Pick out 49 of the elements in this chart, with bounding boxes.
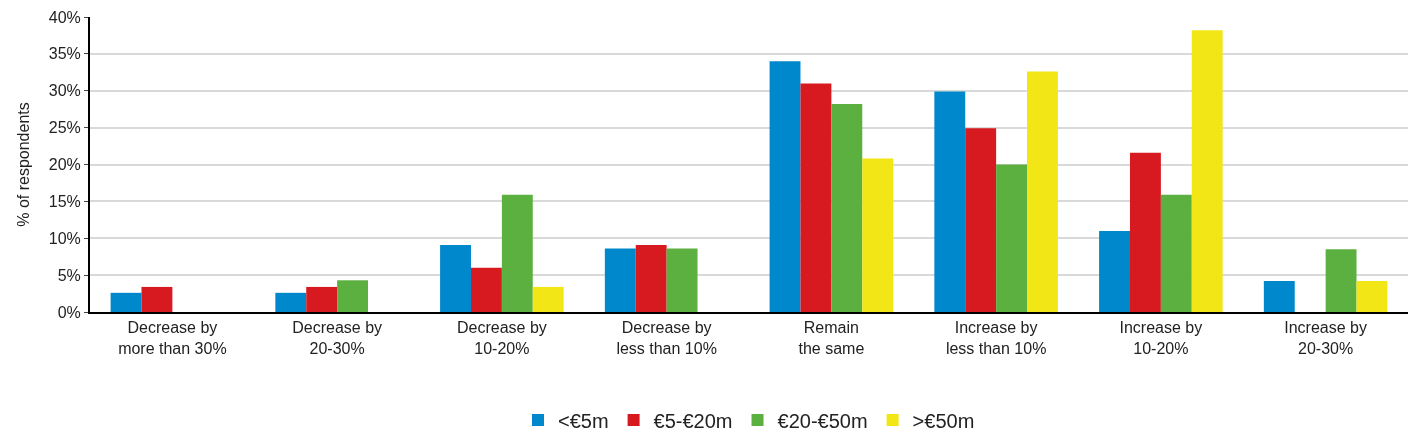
bar <box>666 248 698 312</box>
x-tick-label: Decrease by 20-30% <box>292 319 383 357</box>
y-tick-label: 30% <box>48 82 81 100</box>
x-tick-label: Increase by less than 10% <box>945 319 1047 357</box>
bar <box>831 104 863 312</box>
bar <box>862 158 894 312</box>
x-tick-label: Increase by 20-30% <box>1284 319 1367 357</box>
bar <box>1099 230 1130 312</box>
bar <box>1129 152 1161 312</box>
bar <box>604 248 636 312</box>
y-tick-label: 5% <box>57 266 81 284</box>
bar <box>110 292 142 312</box>
bar <box>1325 249 1357 312</box>
bar <box>532 286 564 312</box>
legend-label: €20-€50m <box>777 409 868 432</box>
legend-label: >€50m <box>912 409 975 432</box>
y-tick-label: 20% <box>48 156 81 174</box>
bar <box>141 286 173 312</box>
x-tick-label: Decrease by more than 30% <box>118 319 227 357</box>
x-tick-label: Decrease by 10-20% <box>456 319 547 357</box>
bar <box>1027 71 1058 312</box>
bar <box>306 286 338 312</box>
legend-label: €5-€20m <box>653 409 733 432</box>
y-tick-label: 40% <box>48 8 81 26</box>
bar <box>337 280 369 312</box>
y-tick-label: 25% <box>48 119 81 137</box>
bar <box>275 292 307 312</box>
y-axis-title: % of respondents <box>15 102 33 227</box>
bar <box>934 91 966 312</box>
bar <box>1356 281 1388 312</box>
bar <box>470 267 502 312</box>
bar <box>1263 281 1295 312</box>
x-tick-label: Increase by 10-20% <box>1119 319 1203 357</box>
x-tick-label: Decrease by less than 10% <box>616 319 717 357</box>
bar <box>501 194 533 312</box>
bar <box>996 164 1028 312</box>
y-tick-label: 0% <box>57 303 81 321</box>
bar <box>769 61 801 312</box>
x-tick-label: Remain the same <box>798 319 865 357</box>
bar <box>635 244 667 312</box>
y-tick-label: 15% <box>48 192 81 210</box>
y-tick-label: 35% <box>48 45 81 63</box>
bar <box>965 128 997 312</box>
bar <box>1191 30 1223 312</box>
legend-label: <€5m <box>558 409 609 432</box>
bar <box>800 83 832 312</box>
bar <box>1160 194 1192 312</box>
y-tick-label: 10% <box>48 229 81 247</box>
bar <box>440 244 471 312</box>
